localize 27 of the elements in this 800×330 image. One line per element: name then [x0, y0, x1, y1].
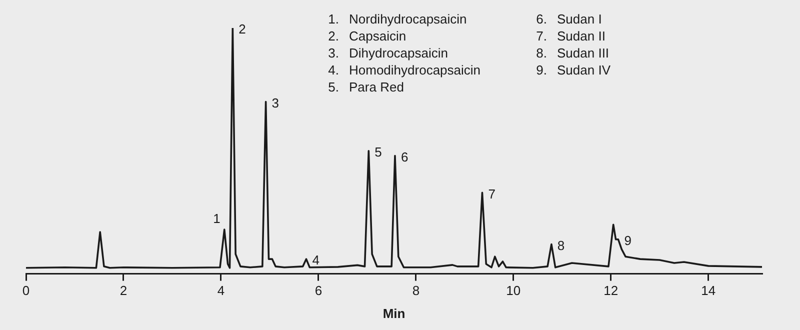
- text: 1. Nordihydrocapsaicin: [328, 12, 467, 27]
- annotation: 2: [238, 22, 246, 37]
- annotation: 6: [400, 149, 408, 164]
- annotation: 4: [312, 252, 320, 268]
- annotation: 3. Dihydrocapsaicin: [328, 46, 448, 61]
- x-tick-label: 8: [412, 283, 420, 298]
- annotation: 1: [213, 211, 220, 226]
- x-tick-label: 14: [701, 283, 716, 298]
- x-tick-label: 12: [604, 283, 618, 298]
- annotation: 8. Sudan III: [536, 46, 610, 61]
- annotation: 5. Para Red: [328, 80, 404, 95]
- x-tick-label: 10: [506, 283, 521, 298]
- annotation: 5: [374, 144, 382, 160]
- annotation: 9: [624, 232, 632, 248]
- annotation: 7. Sudan II: [536, 28, 606, 44]
- x-tick-label: 2: [120, 283, 128, 298]
- x-tick-label: 4: [217, 283, 225, 298]
- annotation: 9. Sudan IV: [536, 62, 611, 78]
- annotation: 8: [557, 238, 565, 253]
- x-tick-label: 0: [22, 283, 30, 298]
- x-axis-title: Min: [382, 306, 406, 321]
- annotation: 7: [488, 186, 496, 202]
- text: 6. Sudan I: [536, 12, 602, 27]
- annotation: 4. Homodihydrocapsaicin: [328, 62, 481, 78]
- annotation: 3: [272, 95, 280, 110]
- x-tick-label: 6: [314, 283, 322, 298]
- annotation: 2. Capsaicin: [328, 28, 406, 44]
